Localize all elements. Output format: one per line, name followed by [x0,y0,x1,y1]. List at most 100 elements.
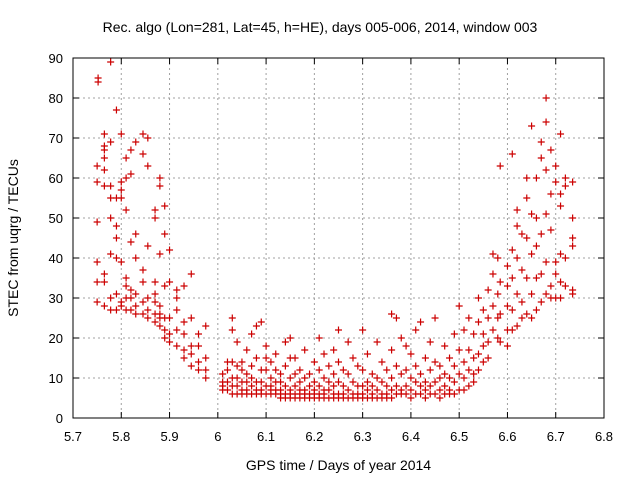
data-point [301,374,309,382]
data-point [479,358,487,366]
data-point [127,170,135,178]
data-point [306,382,314,390]
data-point [166,338,174,346]
data-point [277,378,285,386]
data-point [180,330,188,338]
data-point [523,274,531,282]
data-point [151,298,159,306]
data-point [335,378,342,386]
data-point [479,342,487,350]
data-point [330,370,338,378]
data-point [310,378,318,386]
data-point [532,242,540,250]
data-point [107,182,115,190]
data-point [446,354,454,362]
data-point [320,350,328,358]
data-point [489,302,497,310]
y-tick-label: 80 [49,91,63,106]
data-point [93,258,101,266]
y-tick-label: 20 [49,331,63,346]
data-point [187,362,195,370]
data-point [151,278,159,286]
data-point [494,254,502,262]
data-point [496,278,504,286]
data-point [561,174,569,182]
data-point [397,334,405,342]
data-point [460,386,468,394]
data-point [373,374,381,382]
data-point [561,182,569,190]
data-point [436,386,444,394]
data-point [431,378,439,386]
data-point [93,178,101,186]
data-point [547,282,555,290]
data-point [228,358,236,366]
data-point [272,366,280,374]
data-point [281,362,289,370]
data-point [166,314,174,322]
data-point [344,386,352,394]
data-point [257,378,265,386]
data-point [503,302,511,310]
data-point [407,350,415,358]
data-point [455,370,463,378]
data-point [315,366,323,374]
data-point [450,330,458,338]
data-point [552,162,560,170]
data-point [465,346,473,354]
x-axis-label: GPS time / Days of year 2014 [246,457,431,473]
data-point [195,330,203,338]
data-point [243,346,251,354]
data-point [262,354,270,362]
data-point [508,326,516,334]
data-point [378,358,386,366]
data-point [518,314,526,322]
data-point [557,250,565,258]
data-point [513,322,521,330]
data-point [344,338,352,346]
data-point [513,222,521,230]
data-point [569,290,577,298]
data-point [187,314,195,322]
data-point [161,230,169,238]
data-point [494,334,502,342]
data-point [407,386,415,394]
data-point [223,378,231,386]
x-tick-label: 6 [214,429,221,444]
data-point [460,326,468,334]
data-point [233,362,241,370]
data-point [100,270,108,278]
data-point [315,334,323,342]
data-point [107,138,115,146]
y-tick-label: 90 [49,51,63,66]
data-point [479,330,487,338]
data-point [195,366,203,374]
data-point [528,250,536,258]
data-point [484,286,492,294]
data-point [173,306,181,314]
data-point [281,338,289,346]
data-point [508,306,516,314]
data-point [388,394,396,402]
data-point [470,370,478,378]
data-point [166,330,174,338]
data-point [489,326,497,334]
x-tick-label: 6.3 [354,429,372,444]
data-point [474,366,482,374]
data-point [161,282,169,290]
data-point [330,382,338,390]
data-point [132,254,140,262]
data-point [518,298,526,306]
data-point [407,374,415,382]
data-point [233,374,241,382]
data-point [542,290,550,298]
data-point [359,366,367,374]
data-point [552,270,560,278]
data-point [139,298,147,306]
data-point [272,350,280,358]
data-point [93,162,101,170]
data-point [421,354,429,362]
data-point [156,302,164,310]
data-point [132,310,140,318]
data-point [151,214,159,222]
